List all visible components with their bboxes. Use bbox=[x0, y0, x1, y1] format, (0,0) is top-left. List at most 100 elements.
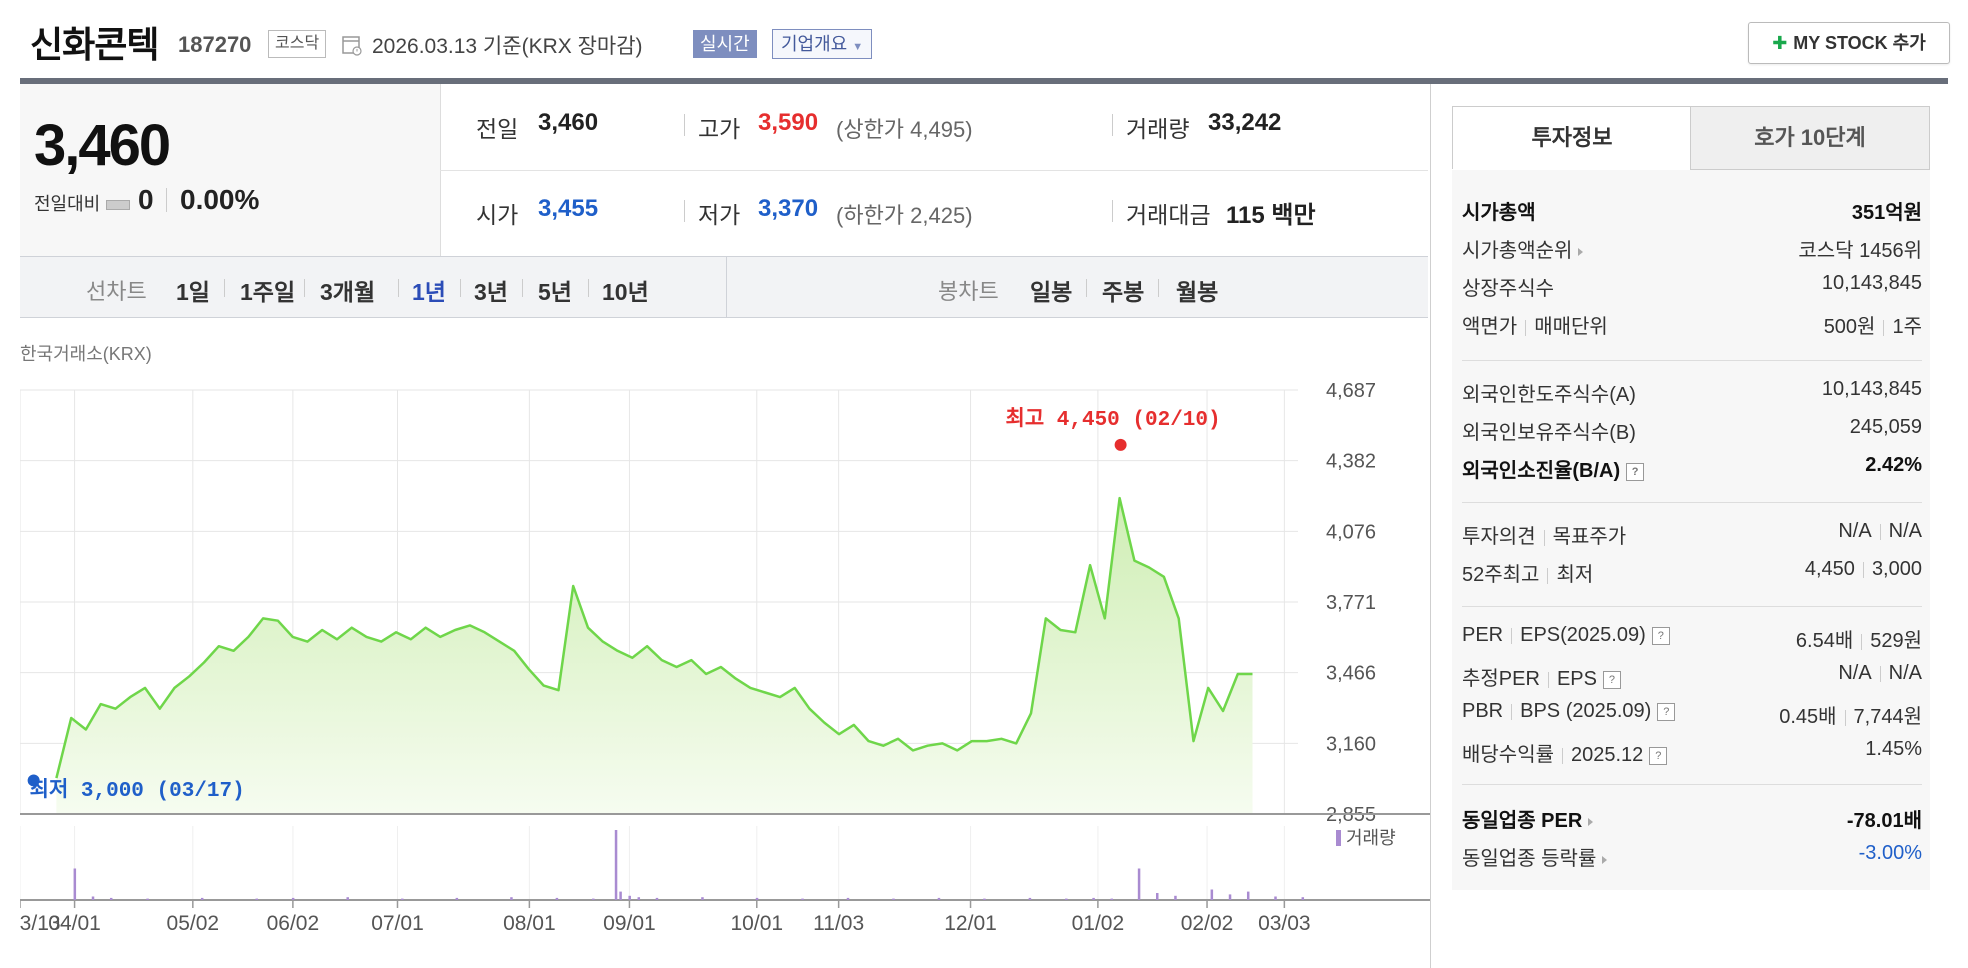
calendar-icon bbox=[342, 36, 362, 56]
plus-icon: ✚ bbox=[1772, 33, 1788, 53]
volume-bar bbox=[619, 891, 622, 900]
market-cap-row: 시가총액 351억원 bbox=[1462, 202, 1922, 224]
volume-bar bbox=[637, 897, 641, 900]
diff-value: 0 bbox=[138, 184, 154, 215]
price-row-2: 시가 3,455 저가 3,370 (하한가 2,425) 거래대금 115 백… bbox=[440, 170, 1428, 256]
period-1y[interactable]: 1년 bbox=[412, 279, 446, 305]
upper-limit: (상한가 4,495) bbox=[836, 117, 973, 142]
add-my-stock-button[interactable]: ✚ MY STOCK 추가 bbox=[1748, 22, 1950, 64]
invest-info-panel: 시가총액 351억원 시가총액순위 코스닥 1456위 상장주식수 10,143,84… bbox=[1452, 170, 1930, 890]
period-5y[interactable]: 5년 bbox=[538, 279, 572, 305]
high-label: 고가 bbox=[698, 116, 741, 142]
divider bbox=[166, 188, 167, 212]
divider bbox=[588, 279, 589, 297]
divider bbox=[1086, 279, 1087, 297]
volume-bar bbox=[801, 898, 804, 900]
current-price-box: 3,460 전일대비 0 0.00% bbox=[20, 84, 441, 256]
volume-bar bbox=[937, 897, 941, 900]
volume-bar bbox=[592, 898, 595, 900]
x-tick-label: 03/03 bbox=[1258, 912, 1311, 935]
foreign-rate-row: 외국인소진율(B/A)? 2.42% bbox=[1462, 454, 1922, 482]
volume-bar bbox=[510, 897, 513, 900]
line-chart-label: 선차트 bbox=[86, 279, 147, 304]
divider bbox=[1462, 606, 1922, 607]
price-line bbox=[55, 496, 1253, 779]
add-my-stock-label: MY STOCK 추가 bbox=[1793, 33, 1926, 53]
market-cap-rank-row: 시가총액순위 코스닥 1456위 bbox=[1462, 240, 1922, 262]
candle-monthly[interactable]: 월봉 bbox=[1176, 279, 1219, 305]
volume-bar bbox=[1137, 868, 1141, 900]
right-panel-divider bbox=[1430, 84, 1431, 968]
high-marker bbox=[1114, 438, 1127, 451]
volume-bar bbox=[401, 898, 404, 900]
header-divider bbox=[20, 78, 1948, 84]
divider bbox=[684, 114, 685, 136]
volume-bar bbox=[1028, 897, 1032, 900]
divider bbox=[224, 279, 225, 297]
volume-bar bbox=[983, 898, 986, 900]
prev-close-value: 3,460 bbox=[538, 109, 599, 136]
triangle-right-icon bbox=[1602, 855, 1608, 864]
y-tick-label: 3,160 bbox=[1326, 733, 1376, 755]
volume-bar bbox=[291, 897, 295, 900]
per-row: PER EPS(2025.09)? 6.54배 529원 bbox=[1462, 624, 1922, 652]
volume-legend-swatch bbox=[1336, 830, 1341, 846]
volume-label: 거래량 bbox=[1126, 116, 1190, 142]
x-tick-label: 11/03 bbox=[813, 912, 864, 935]
y-tick-label: 4,076 bbox=[1326, 521, 1376, 543]
period-10y[interactable]: 10년 bbox=[602, 279, 649, 305]
tab-orderbook[interactable]: 호가 10단계 bbox=[1690, 106, 1930, 170]
company-overview-dropdown[interactable]: 기업개요 ▼ bbox=[772, 29, 873, 59]
estimated-per-row: 추정PER EPS? N/A N/A bbox=[1462, 662, 1922, 690]
volume-bar bbox=[200, 897, 204, 900]
divider bbox=[1158, 279, 1159, 297]
listed-shares-row: 상장주식수 10,143,845 bbox=[1462, 272, 1922, 300]
divider bbox=[1462, 360, 1922, 361]
volume-bar bbox=[1174, 895, 1177, 900]
volume-bar bbox=[846, 897, 850, 900]
base-date: 2026.03.13 기준(KRX 장마감) bbox=[372, 35, 643, 58]
candle-weekly[interactable]: 주봉 bbox=[1102, 279, 1145, 305]
help-icon: ? bbox=[1649, 746, 1668, 765]
chevron-down-icon: ▼ bbox=[852, 41, 864, 53]
period-1d[interactable]: 1일 bbox=[176, 279, 210, 305]
volume-bar bbox=[555, 897, 559, 900]
realtime-button[interactable]: 실시간 bbox=[693, 30, 757, 58]
opinion-row: 투자의견 목표주가 N/A N/A bbox=[1462, 520, 1922, 548]
lower-limit: (하한가 2,425) bbox=[836, 203, 973, 228]
x-tick-label: 10/01 bbox=[731, 912, 784, 935]
period-3y[interactable]: 3년 bbox=[474, 279, 508, 305]
volume-bar bbox=[1301, 897, 1305, 900]
market-badge: 코스닥 bbox=[268, 30, 327, 58]
volume-bar bbox=[255, 898, 258, 900]
x-tick-label: 08/01 bbox=[503, 912, 556, 935]
tab-invest-info[interactable]: 투자정보 bbox=[1452, 106, 1692, 169]
volume-bar bbox=[73, 868, 77, 900]
price-row-1: 전일 3,460 고가 3,590 (상한가 4,495) 거래량 33,242 bbox=[440, 84, 1428, 171]
volume-bar bbox=[655, 897, 659, 900]
volume-bar bbox=[91, 896, 95, 900]
volume-bar bbox=[146, 898, 149, 900]
divider bbox=[1112, 114, 1113, 136]
stock-header: 신화콘텍 187270 코스닥 2026.03.13 기준(KRX 장마감) 실… bbox=[0, 0, 1968, 80]
volume-value: 33,242 bbox=[1208, 109, 1282, 136]
volume-bar bbox=[1246, 891, 1250, 900]
divider bbox=[1462, 784, 1922, 785]
divider bbox=[398, 279, 399, 297]
candle-daily[interactable]: 일봉 bbox=[1030, 279, 1073, 305]
diff-rate: 0.00% bbox=[180, 184, 260, 215]
period-1w[interactable]: 1주일 bbox=[240, 279, 296, 305]
stock-name: 신화콘텍 bbox=[30, 24, 159, 65]
x-tick-label: 01/02 bbox=[1072, 912, 1125, 935]
volume-bar bbox=[346, 897, 349, 900]
x-tick-label: 03/13 bbox=[20, 912, 61, 935]
volume-bar bbox=[701, 897, 704, 900]
period-3m[interactable]: 3개월 bbox=[320, 279, 376, 305]
volume-bar bbox=[1210, 889, 1214, 900]
volume-bar bbox=[892, 898, 895, 900]
divider bbox=[1462, 502, 1922, 503]
x-tick-label: 06/02 bbox=[267, 912, 320, 935]
volume-bar bbox=[1092, 897, 1095, 900]
volume-bar bbox=[1228, 894, 1232, 900]
